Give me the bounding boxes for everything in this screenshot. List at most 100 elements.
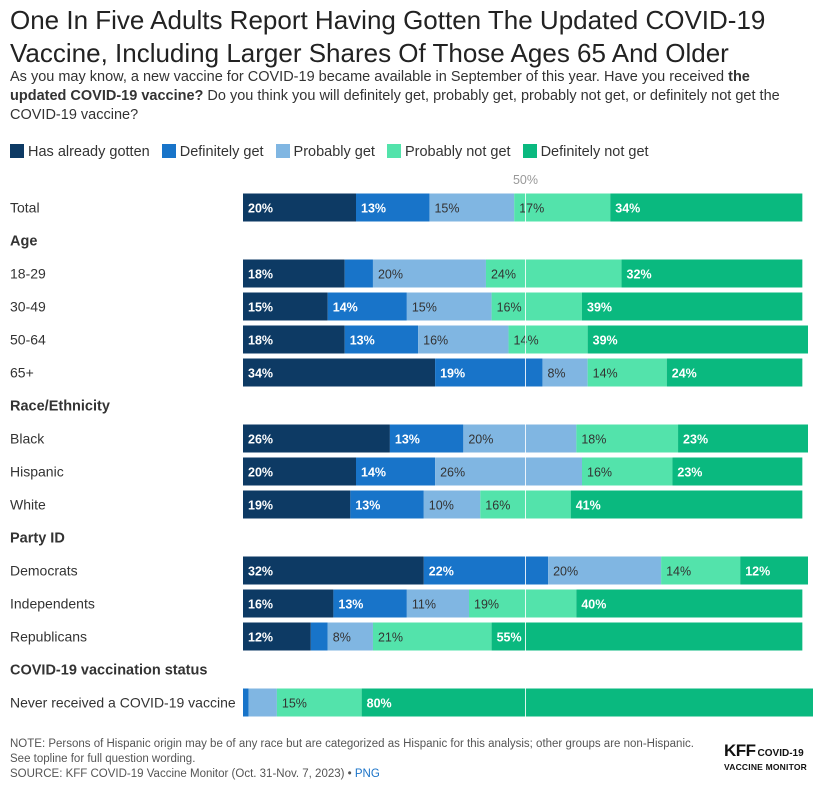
data-label-15-3: 15%	[282, 697, 307, 711]
bar-3-2	[406, 292, 492, 321]
png-download-link[interactable]: PNG	[354, 768, 380, 780]
data-label-8-0: 20%	[248, 466, 273, 480]
data-label-9-1: 13%	[355, 499, 380, 513]
bar-11-3	[661, 556, 741, 585]
subtitle-text-2: Do you think you will definitely get, pr…	[10, 88, 780, 123]
legend-swatch-4	[522, 144, 537, 158]
chart-subtitle: As you may know, a new vaccine for COVID…	[10, 68, 800, 125]
bar-8-3	[582, 457, 673, 486]
bar-3-3	[491, 292, 582, 321]
data-label-0-1: 13%	[361, 202, 386, 216]
bar-3-4	[582, 292, 803, 321]
note-hispanic: NOTE: Persons of Hispanic origin may be …	[10, 738, 694, 750]
legend-item-3: Probably not get	[386, 142, 511, 162]
row-label-13: Republicans	[10, 629, 87, 645]
bar-15-3	[276, 688, 362, 717]
bar-0-2	[429, 193, 515, 222]
data-label-7-2: 20%	[468, 433, 493, 447]
legend-item-4: Definitely not get	[522, 142, 649, 162]
bar-0-4	[610, 193, 803, 222]
bar-7-1	[389, 424, 464, 453]
data-label-15-4: 80%	[367, 697, 392, 711]
data-label-8-1: 14%	[361, 466, 386, 480]
subtitle-text-1: As you may know, a new vaccine for COVID…	[10, 69, 729, 85]
bar-5-2	[542, 358, 588, 387]
row-label-8: Hispanic	[10, 464, 64, 480]
group-header-14: COVID-19 vaccination status	[10, 663, 207, 679]
row-label-0: Total	[10, 200, 40, 216]
bar-12-1	[333, 589, 407, 618]
data-label-3-4: 39%	[587, 301, 612, 315]
row-label-15: Never received a COVID-19 vaccine	[10, 695, 236, 711]
data-label-11-4: 12%	[745, 565, 770, 579]
bar-0-1	[356, 193, 430, 222]
bar-2-0	[243, 259, 345, 288]
data-label-0-3: 17%	[519, 202, 544, 216]
subtitle-bold-text: the updated COVID-19 vaccine?	[10, 69, 750, 104]
bar-7-4	[678, 424, 808, 453]
bar-2-2	[372, 259, 486, 288]
bar-8-0	[243, 457, 356, 486]
data-label-9-0: 19%	[248, 499, 273, 513]
legend-label-3: Probably not get	[404, 144, 511, 160]
data-label-8-4: 23%	[677, 466, 702, 480]
kff-logo: KFF COVID-19 VACCINE MONITOR	[724, 741, 808, 772]
data-label-7-1: 13%	[395, 433, 420, 447]
chart-title: One In Five Adults Report Having Gotten …	[10, 5, 766, 68]
bar-12-4	[576, 589, 803, 618]
data-label-12-2: 11%	[412, 598, 436, 612]
bar-2-1	[344, 259, 373, 288]
bar-13-0	[243, 622, 311, 651]
data-label-7-4: 23%	[683, 433, 708, 447]
logo-monitor-text: VACCINE MONITOR	[724, 762, 807, 772]
data-label-11-0: 32%	[248, 565, 273, 579]
data-label-0-0: 20%	[248, 202, 273, 216]
source-line: SOURCE: KFF COVID-19 Vaccine Monitor (Oc…	[10, 767, 710, 782]
data-label-8-2: 26%	[440, 466, 465, 480]
bar-0-0	[243, 193, 356, 222]
bar-4-3	[508, 325, 588, 354]
row-label-3: 30-49	[10, 299, 46, 315]
bar-11-1	[423, 556, 549, 585]
legend-label-4: Definitely not get	[540, 144, 649, 160]
legend-swatch-0	[10, 144, 24, 158]
data-label-3-2: 15%	[412, 301, 437, 315]
bar-13-1	[310, 622, 328, 651]
data-label-9-3: 16%	[485, 499, 510, 513]
bar-15-1	[243, 688, 249, 717]
stacked-bar-chart: 50% Total 20% 13% 15% 17% 34% Age 18-29 18% 20% 24%…	[10, 173, 813, 719]
bar-12-0	[243, 589, 334, 618]
bar-4-0	[243, 325, 345, 354]
legend-swatch-3	[386, 144, 401, 158]
row-label-4: 50-64	[10, 332, 46, 348]
data-label-8-3: 16%	[587, 466, 612, 480]
chart-legend: Has already gotten Definitely get Probably…	[10, 142, 661, 162]
bar-7-0	[243, 424, 390, 453]
row-label-11: Democrats	[10, 563, 78, 579]
bar-9-1	[350, 490, 424, 519]
data-label-4-4: 39%	[593, 334, 618, 348]
bar-2-4	[621, 259, 803, 288]
legend-label-2: Probably get	[293, 144, 375, 160]
bar-5-0	[243, 358, 436, 387]
data-label-13-3: 21%	[378, 631, 403, 645]
bar-8-4	[672, 457, 803, 486]
legend-item-2: Probably get	[275, 142, 375, 162]
data-label-13-2: 8%	[333, 631, 351, 645]
data-label-3-1: 14%	[333, 301, 358, 315]
logo-covid-text: COVID-19	[757, 748, 804, 759]
bar-4-1	[344, 325, 419, 354]
data-label-13-0: 12%	[248, 631, 273, 645]
bar-4-4	[587, 325, 808, 354]
bar-7-2	[463, 424, 577, 453]
bar-13-2	[327, 622, 373, 651]
data-label-12-1: 13%	[338, 598, 363, 612]
data-label-2-0: 18%	[248, 268, 273, 282]
bar-12-2	[406, 589, 469, 618]
data-label-2-2: 20%	[378, 268, 403, 282]
data-label-4-2: 16%	[423, 334, 448, 348]
bar-5-4	[666, 358, 803, 387]
bar-0-3	[514, 193, 611, 222]
data-label-13-4: 55%	[497, 631, 522, 645]
data-label-11-2: 20%	[553, 565, 578, 579]
